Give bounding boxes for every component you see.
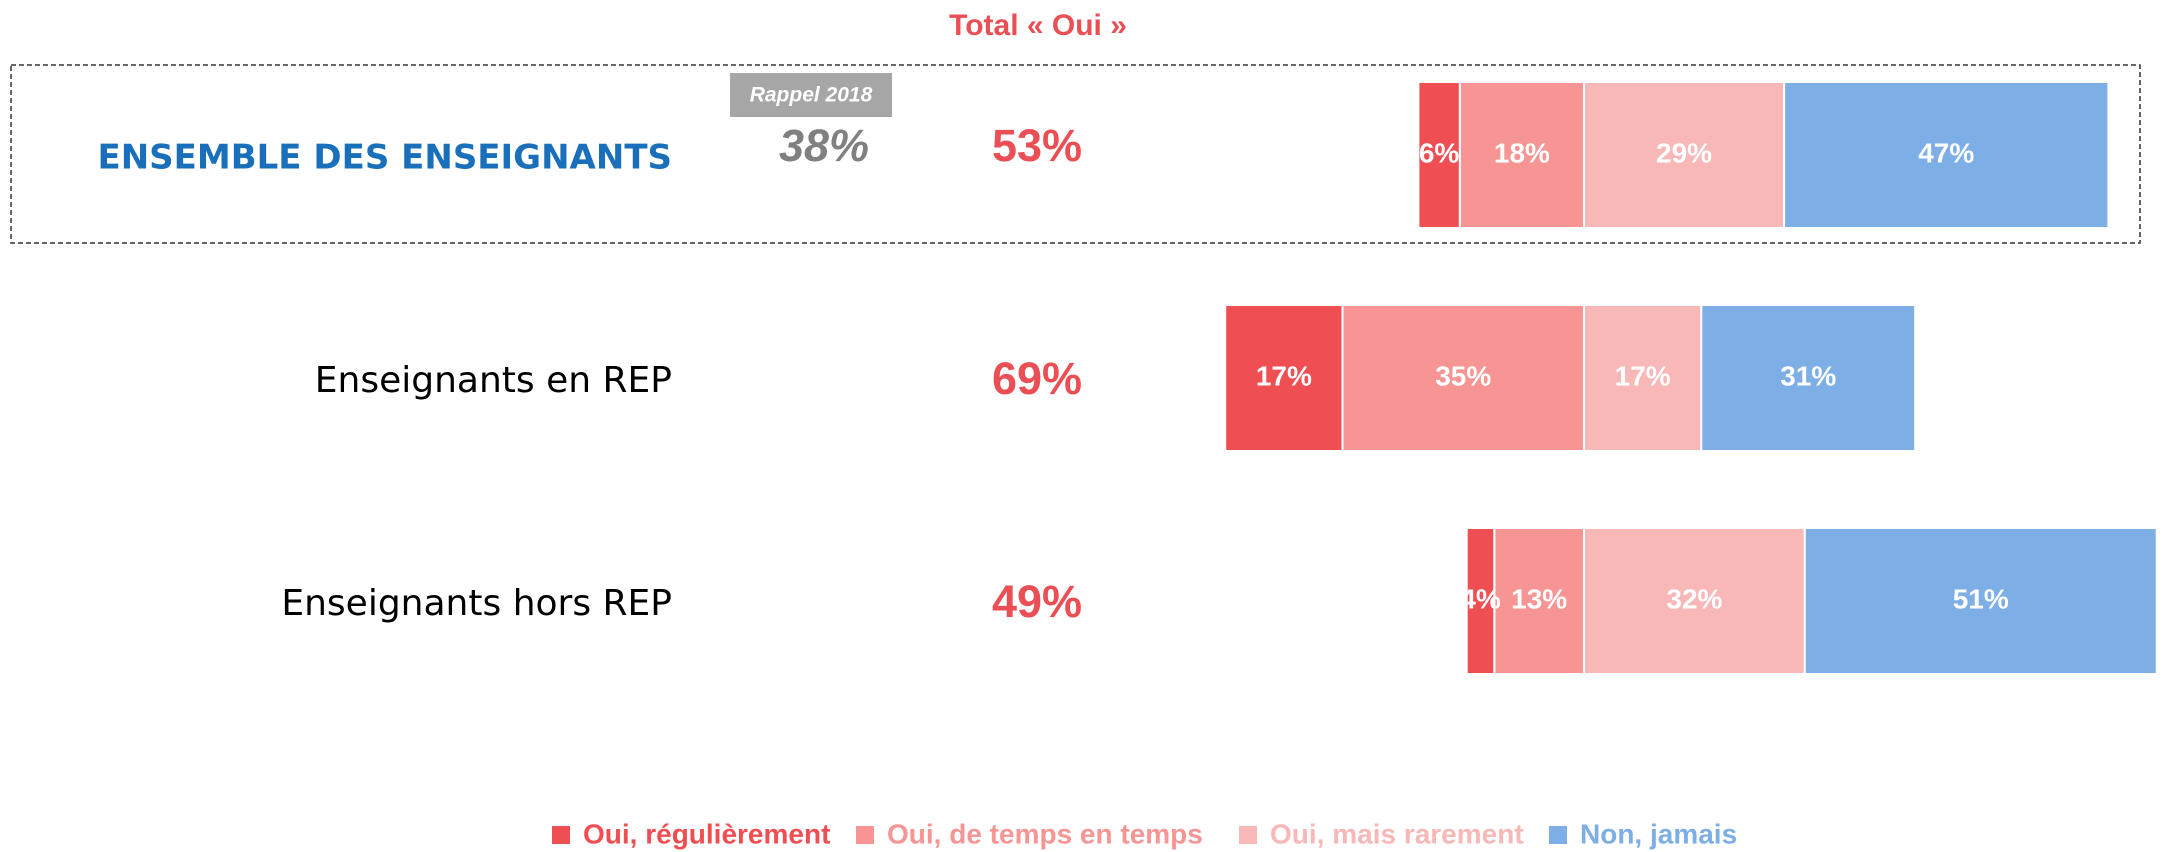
reminder-label: Rappel 2018 xyxy=(750,84,873,107)
bar-value-label: 35% xyxy=(1435,360,1491,391)
totals-title: Total « Oui » xyxy=(949,9,1127,42)
bar-segment xyxy=(1583,527,1806,675)
bar-value-label: 31% xyxy=(1780,360,1836,391)
category-label: Enseignants en REP xyxy=(315,360,672,401)
bar-segment xyxy=(1493,527,1586,675)
bar-value-label: 17% xyxy=(1256,360,1312,391)
legend-label: Non, jamais xyxy=(1580,818,1737,849)
bar-segment xyxy=(1783,81,2110,229)
reminder-box xyxy=(730,73,892,117)
bar-segment xyxy=(1465,527,1496,675)
bar-segment xyxy=(1583,304,1703,452)
category-label: Enseignants hors REP xyxy=(281,583,672,624)
bar-value-label: 6% xyxy=(1419,137,1460,168)
bar-segment xyxy=(1700,304,1917,452)
total-label: 49% xyxy=(992,576,1082,627)
bar-segment xyxy=(1224,304,1344,452)
legend-label: Oui, mais rarement xyxy=(1270,818,1524,849)
bar-value-label: 13% xyxy=(1511,583,1567,614)
bar-value-label: 17% xyxy=(1615,360,1671,391)
bar-segment xyxy=(1417,81,1461,229)
legend-swatch xyxy=(1549,826,1567,844)
legend-swatch xyxy=(856,826,874,844)
total-label: 69% xyxy=(992,353,1082,404)
legend-label: Oui, de temps en temps xyxy=(887,818,1203,849)
bar-value-label: 4% xyxy=(1460,583,1501,614)
total-label: 53% xyxy=(992,120,1082,171)
legend-label: Oui, régulièrement xyxy=(583,818,830,849)
bar-value-label: 32% xyxy=(1666,583,1722,614)
bar-value-label: 51% xyxy=(1953,583,2009,614)
bar-value-label: 29% xyxy=(1656,137,1712,168)
highlight-box xyxy=(10,64,2141,244)
legend-swatch xyxy=(1239,826,1257,844)
bar-value-label: 18% xyxy=(1494,137,1550,168)
legend-swatch xyxy=(552,826,570,844)
bar-value-label: 47% xyxy=(1918,137,1974,168)
reminder-value: 38% xyxy=(779,120,869,171)
bar-segment xyxy=(1458,81,1586,229)
bar-segment xyxy=(1341,304,1585,452)
bar-segment xyxy=(1583,81,1786,229)
bar-segment xyxy=(1803,527,2158,675)
category-label: ENSEMBLE DES ENSEIGNANTS xyxy=(98,138,673,178)
